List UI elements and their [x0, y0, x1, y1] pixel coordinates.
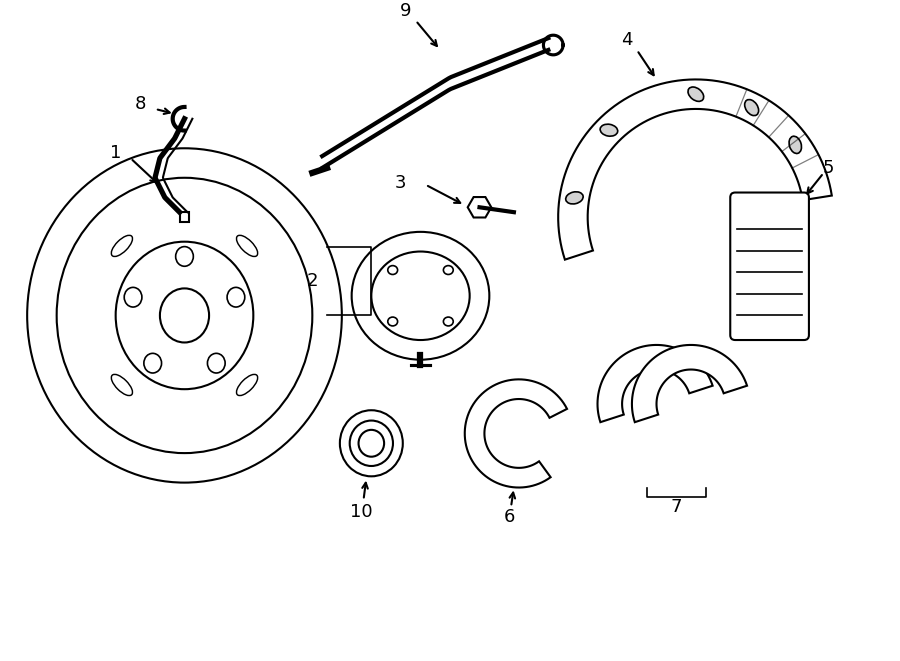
Ellipse shape	[112, 235, 132, 256]
Ellipse shape	[237, 235, 257, 256]
Polygon shape	[558, 79, 832, 260]
FancyBboxPatch shape	[730, 192, 809, 340]
Text: 7: 7	[670, 498, 682, 516]
Polygon shape	[180, 212, 189, 222]
Text: 1: 1	[110, 144, 122, 162]
Ellipse shape	[340, 410, 403, 477]
Ellipse shape	[444, 317, 454, 326]
Ellipse shape	[566, 192, 583, 204]
Ellipse shape	[237, 374, 257, 395]
Ellipse shape	[688, 87, 704, 101]
Ellipse shape	[207, 354, 225, 373]
Ellipse shape	[144, 354, 162, 373]
Text: 9: 9	[400, 1, 411, 20]
Polygon shape	[598, 345, 713, 422]
Ellipse shape	[176, 247, 194, 266]
Ellipse shape	[352, 232, 490, 360]
Text: 10: 10	[350, 503, 373, 521]
Polygon shape	[468, 197, 491, 217]
Text: 6: 6	[503, 508, 515, 526]
Ellipse shape	[124, 288, 142, 307]
Ellipse shape	[388, 266, 398, 274]
Ellipse shape	[744, 100, 759, 116]
Ellipse shape	[160, 288, 209, 342]
Polygon shape	[464, 379, 567, 488]
Text: 8: 8	[135, 95, 146, 113]
Text: 5: 5	[823, 159, 834, 177]
Ellipse shape	[372, 252, 470, 340]
Ellipse shape	[600, 124, 617, 136]
Text: 3: 3	[395, 174, 407, 192]
Ellipse shape	[789, 136, 802, 153]
Ellipse shape	[350, 420, 393, 466]
Ellipse shape	[358, 430, 384, 457]
Ellipse shape	[444, 266, 454, 274]
Ellipse shape	[227, 288, 245, 307]
Polygon shape	[632, 345, 747, 422]
Ellipse shape	[112, 374, 132, 395]
Ellipse shape	[388, 317, 398, 326]
Text: 4: 4	[621, 31, 633, 49]
Text: 2: 2	[307, 272, 318, 290]
